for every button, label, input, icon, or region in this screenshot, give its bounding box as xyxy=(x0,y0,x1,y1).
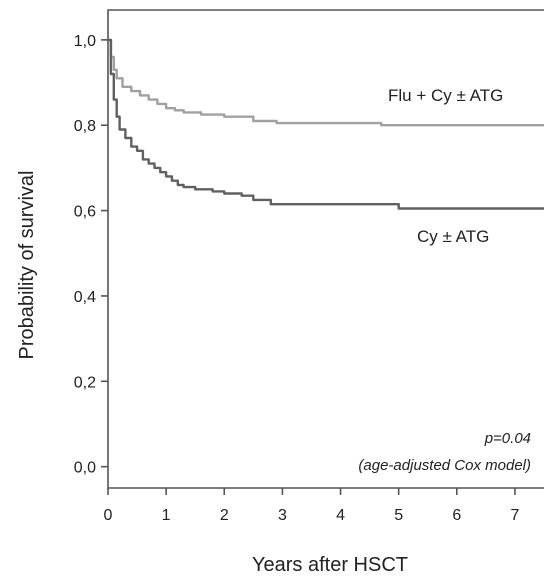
x-tick-label: 7 xyxy=(510,507,519,524)
y-tick-label: 0,4 xyxy=(74,289,96,306)
x-tick-label: 4 xyxy=(336,507,345,524)
y-tick-label: 1,0 xyxy=(74,33,96,50)
model-annotation: (age-adjusted Cox model) xyxy=(358,457,531,474)
x-tick-label: 0 xyxy=(104,507,113,524)
y-tick-label: 0,8 xyxy=(74,118,96,135)
x-tick-label: 1 xyxy=(162,507,171,524)
x-tick-label: 6 xyxy=(452,507,461,524)
chart-axes: 0,0 0,2 0,4 0,6 0,8 1,0 0 1 2 3 4 5 6 7 xyxy=(74,9,544,524)
x-tick-label: 5 xyxy=(394,507,403,524)
survival-curve-flu-cy-atg xyxy=(108,38,544,127)
survival-curve-cy-atg xyxy=(108,38,544,210)
y-axis-label: Probability of survival xyxy=(16,171,38,360)
y-tick-label: 0,0 xyxy=(74,460,96,477)
series-label-cy-atg: Cy ± ATG xyxy=(417,227,489,246)
x-axis-label: Years after HSCT xyxy=(252,554,408,576)
survival-curves xyxy=(108,38,544,210)
series-label-flu-cy-atg: Flu + Cy ± ATG xyxy=(388,86,503,105)
p-value-annotation: p=0.04 xyxy=(484,430,531,447)
plot-frame xyxy=(107,9,544,489)
y-tick-label: 0,6 xyxy=(74,204,96,221)
x-tick-label: 2 xyxy=(220,507,229,524)
y-tick-label: 0,2 xyxy=(74,374,96,391)
x-tick-label: 3 xyxy=(278,507,287,524)
